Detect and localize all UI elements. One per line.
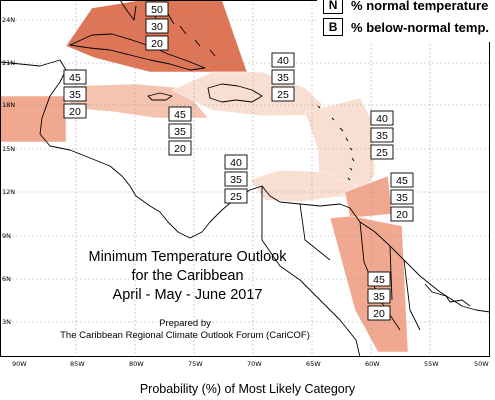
map-caption: Probability (%) of Most Likely Category bbox=[139, 382, 356, 396]
prob-value: 20 bbox=[174, 143, 186, 155]
prob-value: 45 bbox=[69, 72, 81, 84]
prob-box-trinidad-tobago: 45 35 20 bbox=[390, 172, 414, 222]
prob-value: 20 bbox=[151, 38, 163, 50]
lat-label: 18N bbox=[2, 101, 15, 109]
amazon-coast bbox=[424, 283, 471, 307]
prob-box-jamaica-cayman: 45 35 20 bbox=[168, 106, 192, 156]
cuba-coast bbox=[69, 33, 206, 71]
lat-label: 21N bbox=[2, 59, 15, 67]
prob-value: 40 bbox=[277, 55, 289, 67]
prob-value: 35 bbox=[376, 130, 388, 142]
prob-value: 35 bbox=[69, 89, 81, 101]
jamaica-coast bbox=[147, 92, 173, 101]
lon-label: 85W bbox=[70, 360, 85, 368]
legend-key-below: B bbox=[323, 18, 344, 36]
legend: N % normal temperature B % below-normal … bbox=[317, 0, 495, 42]
prob-box-lesser-antilles: 40 35 25 bbox=[370, 110, 394, 160]
florida-coast bbox=[119, 0, 137, 21]
coastlines bbox=[0, 0, 491, 358]
prob-value: 45 bbox=[396, 175, 408, 187]
prob-value: 25 bbox=[230, 191, 242, 203]
legend-normal: N % normal temperature bbox=[323, 0, 489, 16]
prob-box-belize-yucatan: 45 35 20 bbox=[63, 69, 87, 119]
prob-value: 40 bbox=[376, 113, 388, 125]
prob-value: 20 bbox=[69, 106, 81, 118]
prob-value: 25 bbox=[277, 89, 289, 101]
legend-below: B % below-normal temp. bbox=[323, 16, 489, 38]
region-belize-yucatan bbox=[0, 95, 67, 143]
map-title-line1: Minimum Temperature Outlook bbox=[88, 249, 287, 265]
central-america-coast bbox=[0, 59, 211, 239]
prob-value: 35 bbox=[396, 192, 408, 204]
lat-label: 6N bbox=[2, 275, 11, 283]
lon-label: 50W bbox=[474, 360, 489, 368]
longitude-labels: 90W 85W 80W 75W 70W 65W 60W 55W 50W bbox=[12, 360, 489, 368]
prob-value: 50 bbox=[151, 4, 163, 16]
prob-value: 45 bbox=[174, 109, 186, 121]
lon-label: 65W bbox=[306, 360, 321, 368]
prob-box-abc-islands: 40 35 25 bbox=[224, 154, 248, 204]
legend-text-normal: % normal temperature bbox=[351, 0, 489, 13]
prepared-by-org: The Caribbean Regional Climate Outlook F… bbox=[60, 330, 310, 341]
lat-label: 3N bbox=[2, 318, 11, 326]
prob-box-hispaniola-puerto-rico: 40 35 25 bbox=[271, 52, 295, 102]
lon-label: 80W bbox=[129, 360, 144, 368]
prepared-by-label: Prepared by bbox=[159, 318, 211, 329]
lat-label: 9N bbox=[2, 232, 11, 240]
prob-box-guianas: 45 35 20 bbox=[367, 271, 391, 321]
prob-value: 35 bbox=[373, 291, 385, 303]
lesser-antilles-coast bbox=[317, 105, 355, 181]
lon-label: 90W bbox=[12, 360, 27, 368]
prob-value: 20 bbox=[396, 209, 408, 221]
map-frame bbox=[0, 0, 490, 357]
lat-label: 24N bbox=[2, 16, 15, 24]
prob-value: 35 bbox=[230, 174, 242, 186]
lon-label: 55W bbox=[424, 360, 439, 368]
prob-value: 20 bbox=[373, 308, 385, 320]
prob-value: 30 bbox=[151, 21, 163, 33]
prob-value: 45 bbox=[373, 274, 385, 286]
prob-value: 35 bbox=[174, 126, 186, 138]
prob-value: 35 bbox=[277, 72, 289, 84]
map-title-line2: for the Caribbean bbox=[131, 268, 244, 284]
prob-value: 25 bbox=[376, 147, 388, 159]
hispaniola-coast bbox=[207, 83, 263, 103]
prob-value: 40 bbox=[230, 157, 242, 169]
lat-label: 15N bbox=[2, 145, 15, 153]
prob-box-cuba-bahamas: 50 30 20 bbox=[145, 1, 169, 51]
lon-label: 75W bbox=[188, 360, 203, 368]
legend-text-below: % below-normal temp. bbox=[351, 19, 489, 35]
map-title-line3: April - May - June 2017 bbox=[112, 287, 263, 303]
lat-label: 12N bbox=[2, 188, 15, 196]
legend-key-normal: N bbox=[323, 0, 344, 14]
south-america-coast bbox=[209, 185, 491, 313]
latitude-labels: 24N 21N 18N 15N 12N 9N 6N 3N bbox=[2, 16, 15, 326]
lon-label: 60W bbox=[365, 360, 380, 368]
lon-label: 70W bbox=[247, 360, 262, 368]
